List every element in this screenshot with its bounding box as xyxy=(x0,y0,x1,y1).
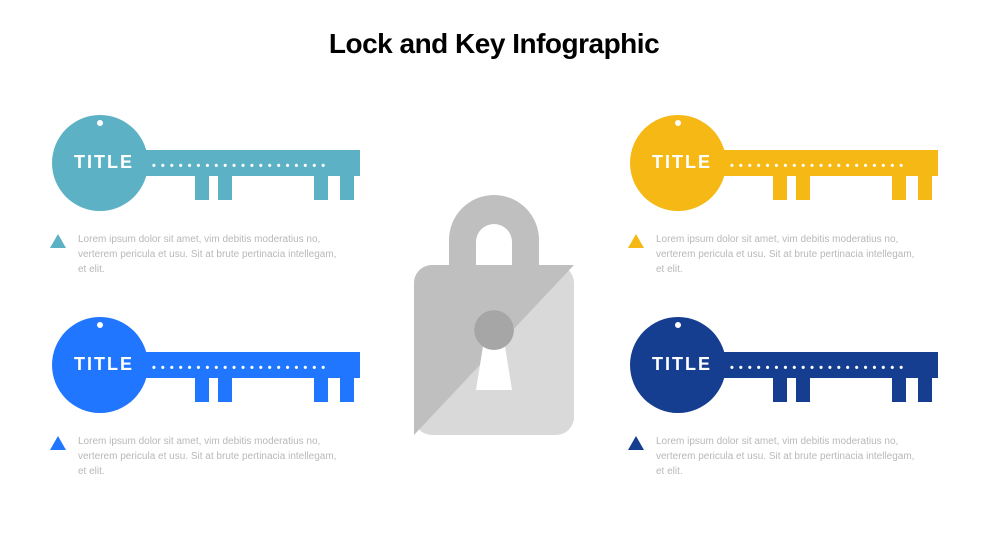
key-description: Lorem ipsum dolor sit amet, vim debitis … xyxy=(656,232,916,277)
key-description-row: Lorem ipsum dolor sit amet, vim debitis … xyxy=(50,232,360,277)
key-description: Lorem ipsum dolor sit amet, vim debitis … xyxy=(78,232,338,277)
key-item-key-blue: TITLE • • • • • • • • • • • • • • • • • … xyxy=(50,310,360,479)
lock-icon xyxy=(394,170,594,475)
key-item-key-teal: TITLE • • • • • • • • • • • • • • • • • … xyxy=(50,108,360,277)
triangle-bullet-icon xyxy=(50,234,66,248)
triangle-bullet-icon xyxy=(628,436,644,450)
triangle-bullet-icon xyxy=(50,436,66,450)
key-description-row: Lorem ipsum dolor sit amet, vim debitis … xyxy=(50,434,360,479)
key-description: Lorem ipsum dolor sit amet, vim debitis … xyxy=(78,434,338,479)
key-description-row: Lorem ipsum dolor sit amet, vim debitis … xyxy=(628,434,938,479)
key-description-row: Lorem ipsum dolor sit amet, vim debitis … xyxy=(628,232,938,277)
key-description: Lorem ipsum dolor sit amet, vim debitis … xyxy=(656,434,916,479)
infographic-canvas: TITLE • • • • • • • • • • • • • • • • • … xyxy=(0,0,988,556)
key-label: TITLE xyxy=(652,152,712,173)
key-dotted-line: • • • • • • • • • • • • • • • • • • • • xyxy=(152,362,326,374)
triangle-bullet-icon xyxy=(628,234,644,248)
key-item-key-navy: TITLE • • • • • • • • • • • • • • • • • … xyxy=(628,310,938,479)
key-dotted-line: • • • • • • • • • • • • • • • • • • • • xyxy=(730,160,904,172)
lock-shackle xyxy=(449,195,539,265)
key-dotted-line: • • • • • • • • • • • • • • • • • • • • xyxy=(730,362,904,374)
key-label: TITLE xyxy=(74,354,134,375)
key-label: TITLE xyxy=(74,152,134,173)
key-item-key-yellow: TITLE • • • • • • • • • • • • • • • • • … xyxy=(628,108,938,277)
key-label: TITLE xyxy=(652,354,712,375)
key-dotted-line: • • • • • • • • • • • • • • • • • • • • xyxy=(152,160,326,172)
